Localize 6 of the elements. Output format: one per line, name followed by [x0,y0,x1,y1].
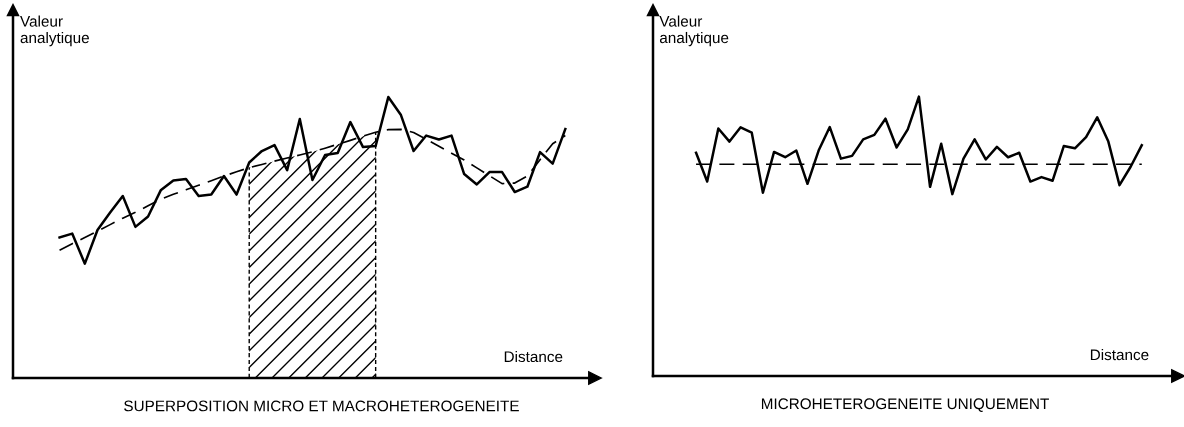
text: SUPERPOSITION MICRO ET MACROHETEROGENEITE [124,400,519,412]
y-axis-title: Valeur analytique [20,15,89,47]
x-axis-title: Distance [504,350,563,363]
y-axis-title: Valeur analytique [659,15,729,47]
text: MICROHETEROGENEITE UNIQUEMENT [761,398,1049,412]
x-axis-title: Distance [1090,348,1149,361]
